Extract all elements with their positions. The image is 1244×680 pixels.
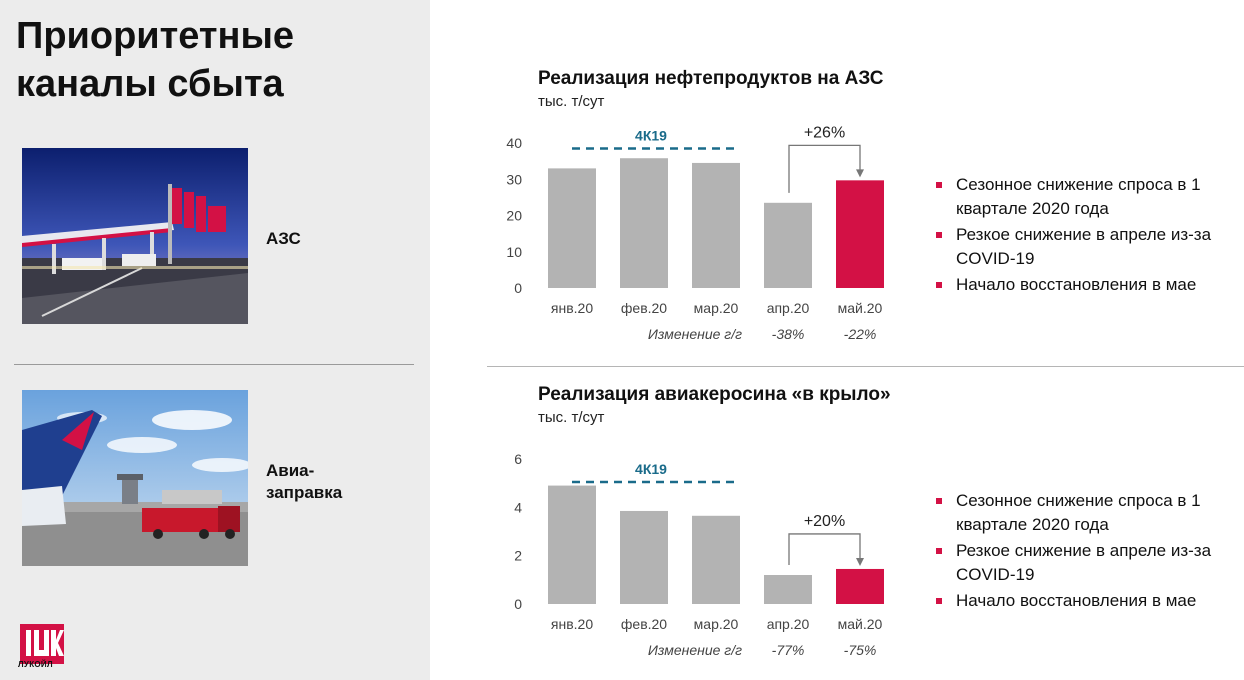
chart1-title: Реализация нефтепродуктов на АЗС — [538, 68, 884, 89]
chart1-bullet-text: Начало восстановления в мае — [956, 275, 1197, 294]
bullet-square-icon — [936, 548, 942, 554]
chart1-change-label: +26% — [804, 124, 845, 141]
page-title: Приоритетные каналы сбыта — [16, 12, 294, 108]
chart1-yoy-value: -22% — [844, 326, 877, 342]
chart2-ytick-label: 2 — [514, 548, 522, 564]
bullet-square-icon — [936, 498, 942, 504]
chart2-bullet-text: Сезонное снижение спроса в 1 квартале 20… — [956, 491, 1201, 534]
chart1-bullet: Сезонное снижение спроса в 1 квартале 20… — [936, 173, 1236, 221]
chart2-bullet-text: Начало восстановления в мае — [956, 591, 1197, 610]
chart2-ytick-label: 4 — [514, 499, 522, 515]
chart2-bar-chart: 0 2 4 6 янв.20 фев.20 мар.20 апр.20 май.20 4К19 +2… — [514, 451, 884, 658]
chart2-bullets: Сезонное снижение спроса в 1 квартале 20… — [936, 489, 1236, 615]
chart1-xtick-label: май.20 — [838, 300, 883, 316]
chart1-yoy-title: Изменение г/г — [648, 326, 742, 342]
chart1-xtick-label: янв.20 — [551, 300, 593, 316]
chart1-xtick-label: апр.20 — [767, 300, 810, 316]
chart1-ytick-label: 40 — [506, 135, 522, 151]
chart2-bar — [764, 575, 812, 604]
chart1-ytick-label: 20 — [506, 208, 522, 224]
chart1-bullet-text: Резкое снижение в апреле из-за COVID-19 — [956, 225, 1212, 268]
chart1-yoy-value: -38% — [772, 326, 805, 342]
chart1-bar-chart: 0 10 20 30 40 янв.20 фев.20 мар.20 апр.20 май.20 4… — [506, 124, 884, 342]
chart1-bullets: Сезонное снижение спроса в 1 квартале 20… — [936, 173, 1236, 299]
chart2-xtick-label: апр.20 — [767, 616, 810, 632]
chart1-bullet: Начало восстановления в мае — [936, 273, 1236, 297]
chart1-ytick-label: 0 — [514, 280, 522, 296]
channel-label-aviation-line1: Авиа- — [266, 461, 315, 480]
chart2-change-bracket — [788, 533, 861, 565]
channel-label-gas: АЗС — [266, 228, 301, 250]
chart2-bullet: Начало восстановления в мае — [936, 589, 1236, 613]
bullet-square-icon — [936, 282, 942, 288]
section-divider-right — [487, 366, 1244, 367]
chart1-xtick-label: мар.20 — [694, 300, 739, 316]
chart2-change-label: +20% — [804, 513, 845, 530]
chart1-bullet: Резкое снижение в апреле из-за COVID-19 — [936, 223, 1236, 271]
chart1-bar — [620, 158, 668, 288]
chart1-bar — [692, 162, 740, 288]
page-title-line1: Приоритетные — [16, 15, 295, 57]
chart2-bar — [620, 510, 668, 604]
logo-text: ЛУКОЙЛ — [18, 660, 53, 669]
chart2-change-arrow-icon — [856, 557, 864, 566]
chart2-xtick-label: фев.20 — [621, 616, 667, 632]
chart2-bullet: Резкое снижение в апреле из-за COVID-19 — [936, 539, 1236, 587]
chart2-yoy-value: -75% — [844, 642, 877, 658]
chart2-bar — [836, 568, 884, 604]
bullet-square-icon — [936, 598, 942, 604]
channel-label-gas-line1: АЗС — [266, 229, 301, 248]
chart2-ytick-label: 6 — [514, 451, 522, 467]
chart1-bar — [764, 202, 812, 288]
left-panel: Приоритетные каналы сбыта — [0, 0, 430, 680]
chart1-reference-label: 4К19 — [635, 127, 667, 143]
chart2-yoy-value: -77% — [772, 642, 805, 658]
bullet-square-icon — [936, 232, 942, 238]
chart2-bar — [692, 515, 740, 604]
chart2-xtick-label: мар.20 — [694, 616, 739, 632]
chart2-xtick-label: янв.20 — [551, 616, 593, 632]
chart1-bar — [836, 180, 884, 288]
channel-label-aviation-line2: заправка — [266, 483, 343, 502]
chart2-bar — [548, 485, 596, 604]
channel-label-aviation: Авиа- заправка — [266, 460, 342, 504]
chart1-unit: тыс. т/сут — [538, 93, 605, 110]
chart1-xtick-label: фев.20 — [621, 300, 667, 316]
chart2-bullet: Сезонное снижение спроса в 1 квартале 20… — [936, 489, 1236, 537]
chart1-bar — [548, 168, 596, 288]
chart2-unit: тыс. т/сут — [538, 409, 605, 426]
section-divider-left — [14, 364, 414, 365]
chart2-bullet-text: Резкое снижение в апреле из-за COVID-19 — [956, 541, 1212, 584]
chart2-title: Реализация авиакеросина «в крыло» — [538, 384, 891, 405]
chart1-change-arrow-icon — [856, 169, 864, 178]
chart2-xtick-label: май.20 — [838, 616, 883, 632]
aviation-photo — [22, 390, 248, 566]
gas-station-photo — [22, 148, 248, 324]
chart2-yoy-title: Изменение г/г — [648, 642, 742, 658]
chart1-ytick-label: 10 — [506, 244, 522, 260]
bullet-square-icon — [936, 182, 942, 188]
chart1-change-bracket — [788, 144, 861, 193]
chart1-ytick-label: 30 — [506, 171, 522, 187]
page-title-line2: каналы сбыта — [16, 63, 284, 105]
chart2-reference-label: 4К19 — [635, 461, 667, 477]
chart2-ytick-label: 0 — [514, 596, 522, 612]
chart1-bullet-text: Сезонное снижение спроса в 1 квартале 20… — [956, 175, 1201, 218]
lukoil-logo-icon — [20, 624, 64, 664]
